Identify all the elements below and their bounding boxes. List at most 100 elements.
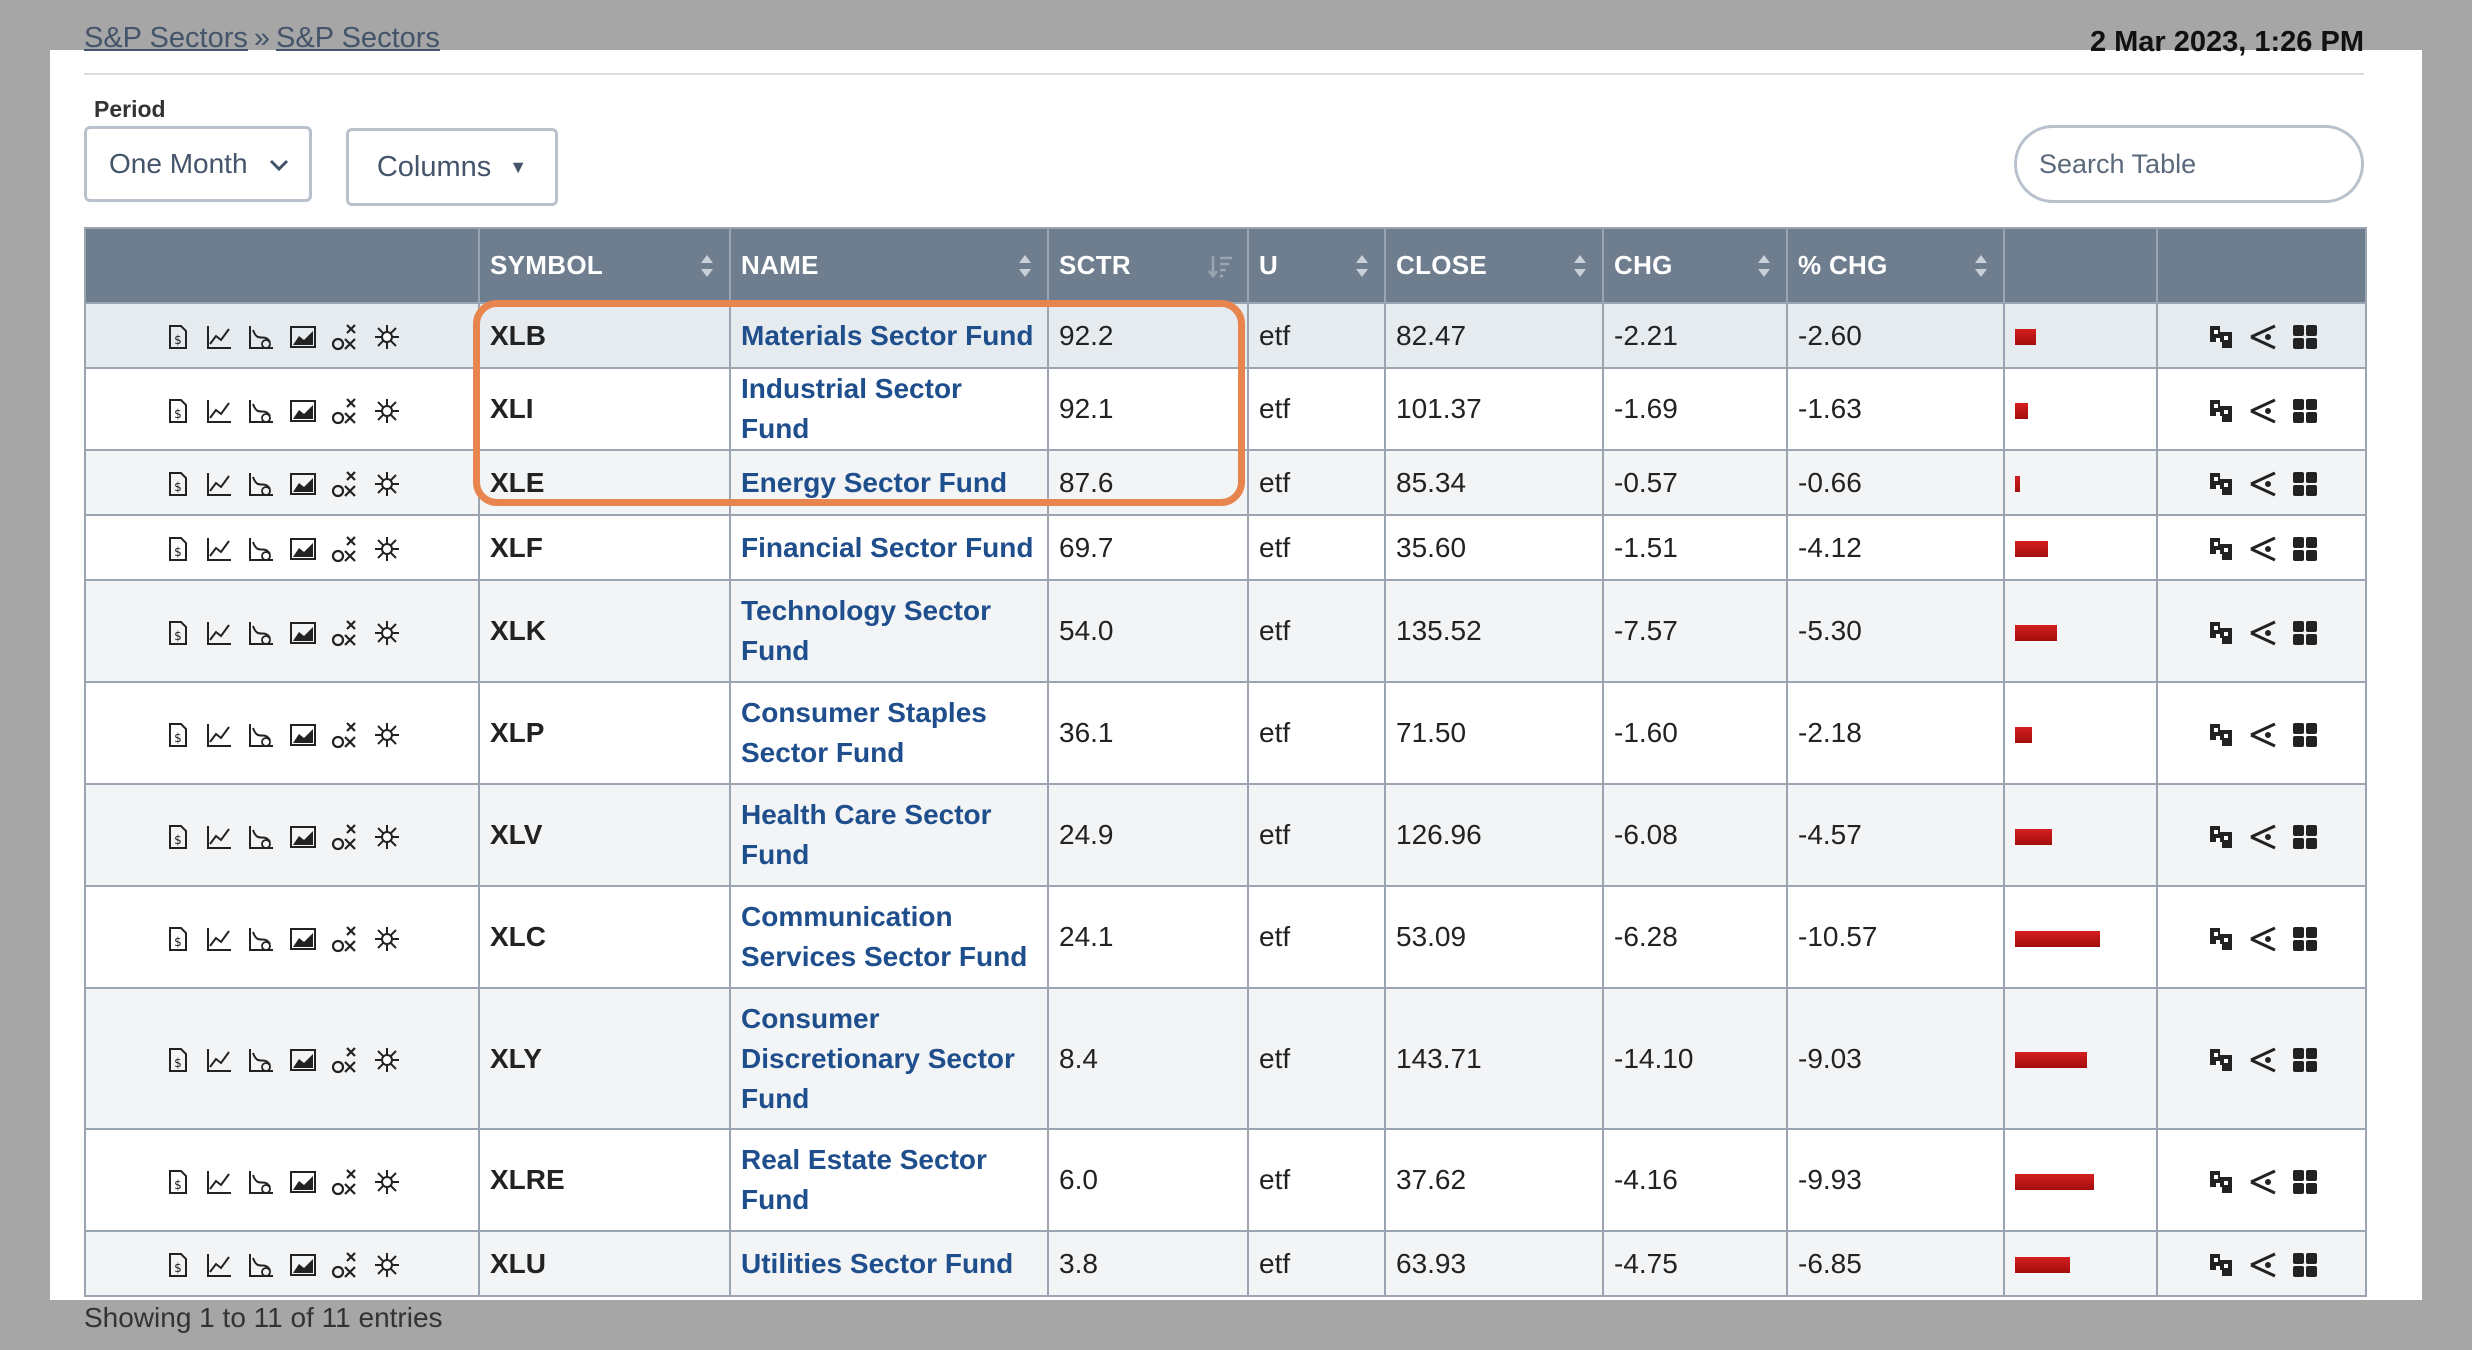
gallery-view-icon[interactable] <box>246 924 276 954</box>
carl-chart-icon[interactable] <box>2206 720 2236 750</box>
perf-chart-icon[interactable] <box>2248 469 2278 499</box>
seasonality-icon[interactable] <box>372 618 402 648</box>
col-header-pct-chg[interactable]: % CHG <box>1786 227 2005 304</box>
seasonality-icon[interactable] <box>372 322 402 352</box>
columns-button[interactable]: Columns ▼ <box>346 128 558 206</box>
add-to-list-icon[interactable] <box>2290 924 2320 954</box>
fund-name-link[interactable]: Communication Services Sector Fund <box>741 901 1028 972</box>
fund-name-link[interactable]: Technology Sector Fund <box>741 595 991 666</box>
carl-chart-icon[interactable] <box>2206 396 2236 426</box>
seasonality-icon[interactable] <box>372 1045 402 1075</box>
acp-chart-icon[interactable] <box>288 469 318 499</box>
seasonality-icon[interactable] <box>372 396 402 426</box>
fund-name-link[interactable]: Industrial Sector Fund <box>741 373 962 444</box>
seasonality-icon[interactable] <box>372 1250 402 1280</box>
symbol-summary-icon[interactable]: $ <box>162 396 192 426</box>
acp-chart-icon[interactable] <box>288 924 318 954</box>
sharpchart-icon[interactable] <box>204 469 234 499</box>
acp-chart-icon[interactable] <box>288 720 318 750</box>
sharpchart-icon[interactable] <box>204 534 234 564</box>
sharpchart-icon[interactable] <box>204 618 234 648</box>
point-and-figure-icon[interactable] <box>330 534 360 564</box>
perf-chart-icon[interactable] <box>2248 1250 2278 1280</box>
col-header-name[interactable]: NAME <box>729 227 1049 304</box>
breadcrumb-parent-link[interactable]: S&P Sectors <box>84 22 248 54</box>
add-to-list-icon[interactable] <box>2290 1167 2320 1197</box>
add-to-list-icon[interactable] <box>2290 720 2320 750</box>
seasonality-icon[interactable] <box>372 924 402 954</box>
perf-chart-icon[interactable] <box>2248 322 2278 352</box>
add-to-list-icon[interactable] <box>2290 618 2320 648</box>
sharpchart-icon[interactable] <box>204 822 234 852</box>
period-select[interactable]: One Month <box>84 126 312 202</box>
symbol-summary-icon[interactable]: $ <box>162 322 192 352</box>
point-and-figure-icon[interactable] <box>330 720 360 750</box>
sharpchart-icon[interactable] <box>204 1250 234 1280</box>
seasonality-icon[interactable] <box>372 822 402 852</box>
seasonality-icon[interactable] <box>372 534 402 564</box>
point-and-figure-icon[interactable] <box>330 924 360 954</box>
sharpchart-icon[interactable] <box>204 720 234 750</box>
sharpchart-icon[interactable] <box>204 322 234 352</box>
add-to-list-icon[interactable] <box>2290 1250 2320 1280</box>
fund-name-link[interactable]: Utilities Sector Fund <box>741 1247 1014 1279</box>
acp-chart-icon[interactable] <box>288 322 318 352</box>
gallery-view-icon[interactable] <box>246 534 276 564</box>
symbol-summary-icon[interactable]: $ <box>162 1250 192 1280</box>
sharpchart-icon[interactable] <box>204 396 234 426</box>
perf-chart-icon[interactable] <box>2248 720 2278 750</box>
seasonality-icon[interactable] <box>372 720 402 750</box>
symbol-summary-icon[interactable]: $ <box>162 822 192 852</box>
fund-name-link[interactable]: Financial Sector Fund <box>741 531 1034 563</box>
add-to-list-icon[interactable] <box>2290 534 2320 564</box>
gallery-view-icon[interactable] <box>246 618 276 648</box>
carl-chart-icon[interactable] <box>2206 469 2236 499</box>
add-to-list-icon[interactable] <box>2290 322 2320 352</box>
carl-chart-icon[interactable] <box>2206 1250 2236 1280</box>
gallery-view-icon[interactable] <box>246 1167 276 1197</box>
point-and-figure-icon[interactable] <box>330 822 360 852</box>
perf-chart-icon[interactable] <box>2248 822 2278 852</box>
fund-name-link[interactable]: Consumer Staples Sector Fund <box>741 697 987 768</box>
carl-chart-icon[interactable] <box>2206 322 2236 352</box>
symbol-summary-icon[interactable]: $ <box>162 1045 192 1075</box>
col-header-chg[interactable]: CHG <box>1602 227 1788 304</box>
add-to-list-icon[interactable] <box>2290 822 2320 852</box>
sharpchart-icon[interactable] <box>204 924 234 954</box>
gallery-view-icon[interactable] <box>246 720 276 750</box>
col-header-symbol[interactable]: SYMBOL <box>478 227 731 304</box>
add-to-list-icon[interactable] <box>2290 469 2320 499</box>
point-and-figure-icon[interactable] <box>330 1045 360 1075</box>
fund-name-link[interactable]: Consumer Discretionary Sector Fund <box>741 1002 1015 1114</box>
symbol-summary-icon[interactable]: $ <box>162 720 192 750</box>
carl-chart-icon[interactable] <box>2206 822 2236 852</box>
point-and-figure-icon[interactable] <box>330 1167 360 1197</box>
acp-chart-icon[interactable] <box>288 618 318 648</box>
acp-chart-icon[interactable] <box>288 1250 318 1280</box>
point-and-figure-icon[interactable] <box>330 322 360 352</box>
col-header-sctr[interactable]: SCTR <box>1047 227 1249 304</box>
perf-chart-icon[interactable] <box>2248 396 2278 426</box>
acp-chart-icon[interactable] <box>288 396 318 426</box>
gallery-view-icon[interactable] <box>246 322 276 352</box>
symbol-summary-icon[interactable]: $ <box>162 924 192 954</box>
breadcrumb-current-link[interactable]: S&P Sectors <box>276 22 440 54</box>
symbol-summary-icon[interactable]: $ <box>162 469 192 499</box>
carl-chart-icon[interactable] <box>2206 1045 2236 1075</box>
gallery-view-icon[interactable] <box>246 1045 276 1075</box>
carl-chart-icon[interactable] <box>2206 618 2236 648</box>
seasonality-icon[interactable] <box>372 469 402 499</box>
symbol-summary-icon[interactable]: $ <box>162 1167 192 1197</box>
carl-chart-icon[interactable] <box>2206 924 2236 954</box>
perf-chart-icon[interactable] <box>2248 1045 2278 1075</box>
add-to-list-icon[interactable] <box>2290 396 2320 426</box>
gallery-view-icon[interactable] <box>246 822 276 852</box>
col-header-u[interactable]: U <box>1247 227 1386 304</box>
sharpchart-icon[interactable] <box>204 1167 234 1197</box>
perf-chart-icon[interactable] <box>2248 618 2278 648</box>
acp-chart-icon[interactable] <box>288 822 318 852</box>
fund-name-link[interactable]: Materials Sector Fund <box>741 319 1034 351</box>
point-and-figure-icon[interactable] <box>330 396 360 426</box>
fund-name-link[interactable]: Real Estate Sector Fund <box>741 1144 987 1215</box>
gallery-view-icon[interactable] <box>246 396 276 426</box>
